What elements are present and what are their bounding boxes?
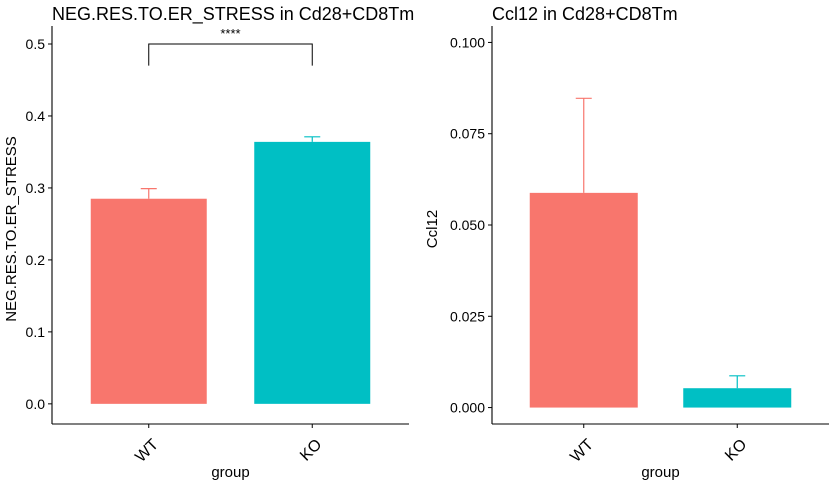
y-axis-label: NEG.RES.TO.ER_STRESS	[3, 136, 20, 322]
y-tick-label: 0.000	[450, 400, 485, 416]
bar-ko	[254, 141, 371, 404]
y-tick-label: 0.100	[450, 34, 485, 50]
y-tick-label: 0.5	[26, 36, 46, 52]
ccl12-panel: Ccl12 in Cd28+CD8Tm Ccl12 group 0.000 0.025 0…	[424, 4, 829, 481]
x-axis-label: group	[211, 464, 249, 481]
y-axis-label: Ccl12	[424, 210, 441, 248]
y-tick-label: 0.3	[26, 180, 46, 196]
x-tick-label: KO	[722, 436, 750, 464]
significance-bracket	[148, 43, 313, 66]
bar-wt	[529, 192, 638, 408]
y-tick-label: 0.4	[26, 108, 46, 124]
y-tick-label: 0.025	[450, 308, 485, 324]
bar-ko	[683, 388, 792, 408]
er-stress-panel: NEG.RES.TO.ER_STRESS in Cd28+CD8Tm NEG.RE…	[3, 4, 414, 481]
significance-label: ****	[220, 26, 240, 41]
chart-title: NEG.RES.TO.ER_STRESS in Cd28+CD8Tm	[52, 4, 414, 25]
x-axis-label: group	[641, 464, 679, 481]
y-tick-label: 0.050	[450, 217, 485, 233]
x-tick-label: KO	[297, 436, 325, 464]
chart-title: Ccl12 in Cd28+CD8Tm	[492, 4, 678, 24]
y-tick-label: 0.1	[26, 324, 46, 340]
y-tick-label: 0.075	[450, 126, 485, 142]
x-tick-label: WT	[567, 436, 597, 466]
x-tick-label: WT	[132, 436, 162, 466]
bar-wt	[90, 198, 207, 404]
y-tick-label: 0.0	[26, 396, 46, 412]
y-tick-label: 0.2	[26, 252, 46, 268]
